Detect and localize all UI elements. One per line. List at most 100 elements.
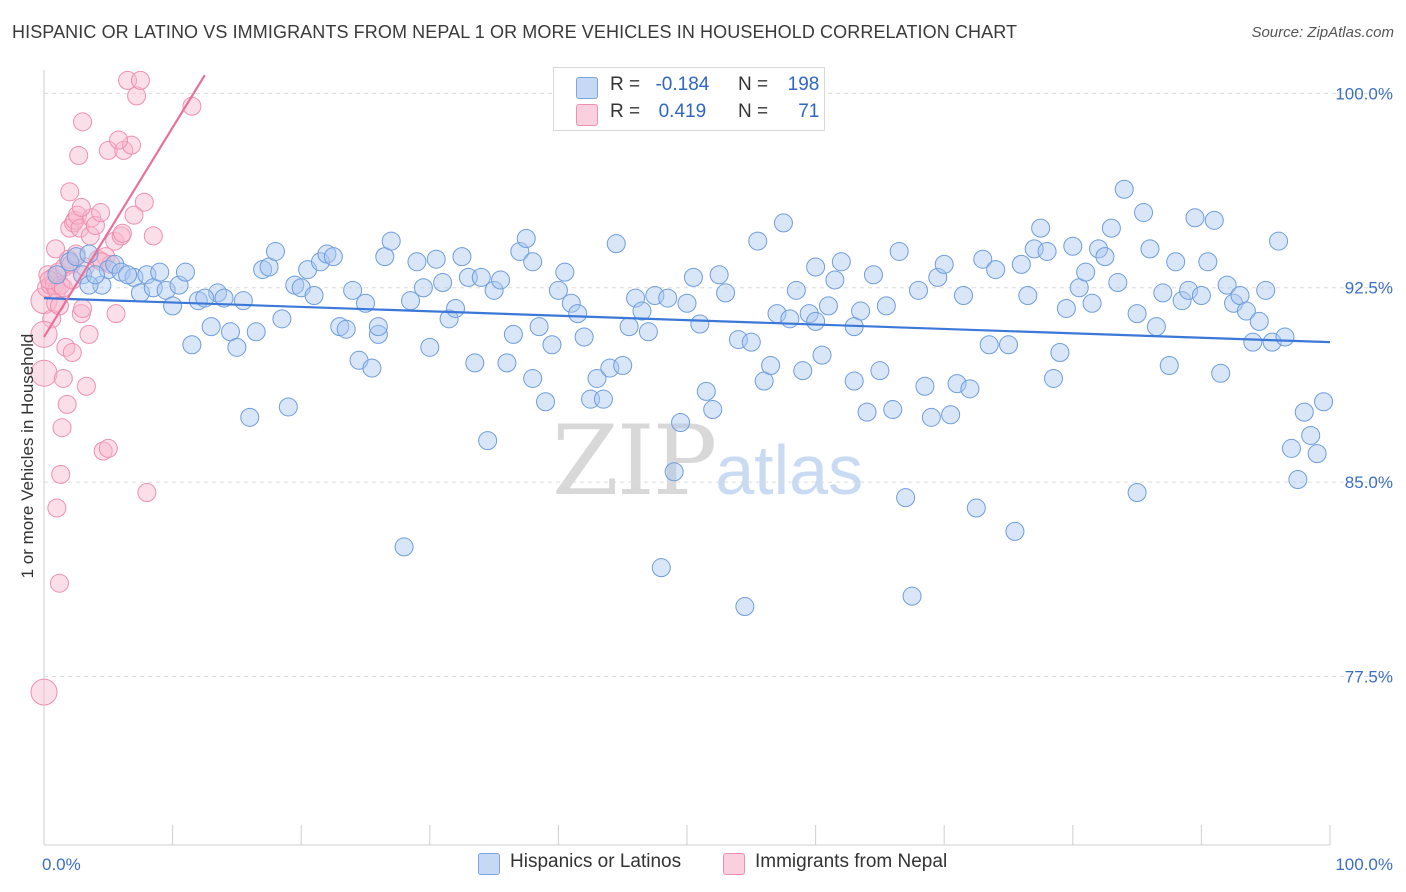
hispanic-point [1127, 482, 1147, 502]
hispanic-point [664, 462, 684, 482]
hispanic-point [1307, 444, 1327, 464]
hispanic-point [1166, 252, 1186, 272]
nepal-point [85, 216, 105, 236]
hispanic-point [651, 558, 671, 578]
hispanic-point [1301, 425, 1321, 445]
nepal-point [49, 296, 69, 316]
hispanic-point [516, 228, 536, 248]
hispanic-point [1082, 293, 1102, 313]
hispanic-point [555, 262, 575, 282]
legend-n-label: N = [737, 101, 769, 122]
nepal-point [98, 140, 118, 160]
correlation-legend: R = -0.184 N = 198 R = 0.419 N = 71 [553, 67, 825, 131]
hispanic-point [818, 296, 838, 316]
nepal-point [106, 304, 126, 324]
hispanic-point [883, 400, 903, 420]
tick-labels: 100.0% 92.5% 85.0% 77.5% 0.0% 100.0% [42, 84, 1393, 874]
hispanic-point [761, 355, 781, 375]
hispanic-point [523, 252, 543, 272]
hispanic-point [613, 355, 633, 375]
hispanic-point [870, 361, 890, 381]
nepal-point [105, 231, 125, 251]
hispanic-point [606, 234, 626, 254]
hispanic-point [523, 368, 543, 388]
hispanic-point [1243, 332, 1263, 352]
hispanic-point [671, 413, 691, 433]
hispanic-point [716, 283, 736, 303]
hispanic-point [986, 260, 1006, 280]
hispanic-point [973, 249, 993, 269]
nepal-point [79, 324, 99, 344]
hispanic-point [1179, 280, 1199, 300]
hispanic-point [773, 213, 793, 233]
nepal-point [91, 203, 111, 223]
hispanic-point [941, 405, 961, 425]
legend-n-label: N = [737, 74, 769, 95]
hispanic-point [465, 353, 485, 373]
hispanic-point [182, 335, 202, 355]
hispanic-point [574, 327, 594, 347]
chart-title: HISPANIC OR LATINO VS IMMIGRANTS FROM NE… [12, 22, 1018, 42]
hispanic-point [1095, 247, 1115, 267]
hispanic-point [1063, 236, 1083, 256]
hispanic-point [619, 317, 639, 337]
hispanic-point [561, 293, 581, 313]
nepal-point [51, 275, 71, 295]
hispanic-point [1044, 368, 1064, 388]
hispanic-point [1011, 254, 1031, 274]
hispanic-point [593, 389, 613, 409]
hispanic-point [825, 270, 845, 290]
nepal-point [57, 394, 77, 414]
hispanic-point [413, 278, 433, 298]
hispanic-point [1172, 291, 1192, 311]
hispanic-point [150, 262, 170, 282]
hispanic-point [478, 431, 498, 451]
hispanic-point [381, 231, 401, 251]
hispanic-point [741, 332, 761, 352]
nepal-point [56, 337, 76, 357]
hispanic-point [1140, 239, 1160, 259]
hispanic-point [908, 280, 928, 300]
legend-r-value: 0.419 [658, 101, 707, 122]
nepal-point [98, 438, 118, 458]
hispanic-point [1089, 239, 1109, 259]
hispanic-point [304, 286, 324, 306]
hispanic-point [748, 231, 768, 251]
legend-r-label: R = [610, 74, 641, 95]
hispanic-point [999, 335, 1018, 355]
hispanic-point [240, 407, 260, 427]
nepal-point [112, 223, 132, 243]
hispanic-point [548, 280, 568, 300]
nepal-points [30, 70, 202, 706]
axes [43, 70, 1331, 846]
hispanic-point [420, 337, 440, 357]
legend-swatch-nepal [576, 104, 598, 126]
nepal-point [124, 205, 144, 225]
hispanic-point [1211, 363, 1231, 383]
hispanic-point [452, 247, 472, 267]
hispanic-point [921, 407, 941, 427]
hispanic-point [323, 247, 343, 267]
x-tick-label: 100.0% [1335, 855, 1393, 874]
y-tick-label: 100.0% [1335, 84, 1393, 103]
nepal-trend-line [43, 74, 206, 338]
hispanic-point [201, 317, 221, 337]
grid-lines [44, 92, 1390, 678]
hispanic-point [812, 345, 832, 365]
hispanic-point [587, 368, 607, 388]
hispanic-point [1275, 327, 1295, 347]
nepal-point [76, 376, 96, 396]
hispanic-point [208, 283, 228, 303]
nepal-point [127, 86, 147, 106]
hispanic-point [857, 402, 877, 422]
source-credit: Source: ZipAtlas.com [1251, 24, 1394, 41]
hispanic-point [484, 280, 504, 300]
hispanic-point [85, 265, 105, 285]
hispanic-point [896, 488, 916, 508]
hispanic-point [536, 392, 556, 412]
legend-text-hispanic: R = -0.184 N = 198 [610, 74, 819, 96]
hispanic-point [683, 267, 703, 287]
hispanic-point [60, 252, 80, 272]
nepal-point [47, 498, 67, 518]
